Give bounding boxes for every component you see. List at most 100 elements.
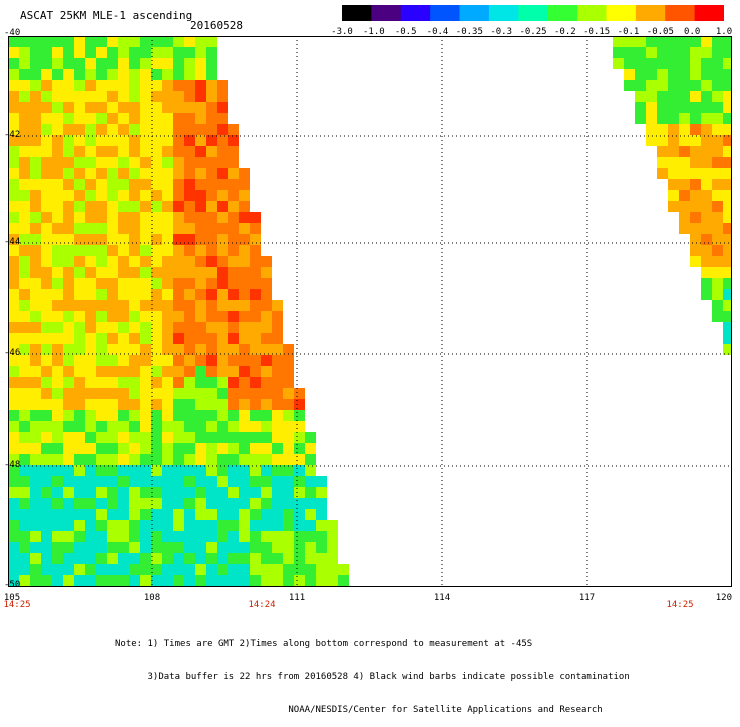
data-cell — [107, 498, 118, 509]
data-cell — [41, 454, 52, 465]
data-cell — [151, 124, 162, 135]
data-cell — [19, 300, 30, 311]
data-cell — [85, 201, 96, 212]
data-cell — [96, 124, 107, 135]
data-cell — [723, 256, 732, 267]
data-cell — [8, 476, 19, 487]
data-cell — [52, 377, 63, 388]
data-cell — [294, 487, 305, 498]
data-cell — [206, 531, 217, 542]
data-cell — [250, 300, 261, 311]
data-cell — [206, 124, 217, 135]
data-cell — [129, 36, 140, 47]
data-cell — [327, 564, 338, 575]
data-cell — [8, 333, 19, 344]
data-cell — [206, 267, 217, 278]
data-cell — [261, 333, 272, 344]
data-cell — [63, 223, 74, 234]
data-cell — [723, 289, 732, 300]
data-cell — [217, 366, 228, 377]
data-cell — [30, 487, 41, 498]
data-cell — [96, 366, 107, 377]
data-cell — [8, 267, 19, 278]
data-cell — [206, 454, 217, 465]
data-cell — [228, 443, 239, 454]
data-cell — [690, 102, 701, 113]
data-cell — [173, 377, 184, 388]
data-cell — [19, 102, 30, 113]
data-cell — [272, 520, 283, 531]
data-cell — [668, 69, 679, 80]
data-cell — [228, 575, 239, 586]
data-cell — [140, 465, 151, 476]
data-cell — [129, 157, 140, 168]
data-cell — [118, 498, 129, 509]
data-cell — [184, 355, 195, 366]
data-cell — [30, 124, 41, 135]
data-cell — [107, 179, 118, 190]
data-cell — [712, 212, 723, 223]
data-cell — [239, 476, 250, 487]
data-cell — [19, 487, 30, 498]
data-cell — [96, 135, 107, 146]
data-cell — [195, 575, 206, 586]
data-cell — [712, 245, 723, 256]
data-cell — [107, 190, 118, 201]
data-cell — [8, 553, 19, 564]
data-cell — [151, 168, 162, 179]
data-cell — [52, 399, 63, 410]
data-cell — [74, 388, 85, 399]
data-cell — [184, 509, 195, 520]
data-cell — [305, 465, 316, 476]
data-cell — [316, 509, 327, 520]
data-cell — [140, 58, 151, 69]
data-cell — [217, 553, 228, 564]
data-cell — [118, 80, 129, 91]
data-cell — [19, 531, 30, 542]
data-cell — [646, 91, 657, 102]
data-cell — [173, 212, 184, 223]
data-cell — [217, 212, 228, 223]
data-cell — [305, 487, 316, 498]
data-cell — [217, 487, 228, 498]
data-cell — [195, 465, 206, 476]
data-cell — [52, 476, 63, 487]
data-cell — [272, 432, 283, 443]
data-cell — [195, 553, 206, 564]
data-cell — [107, 564, 118, 575]
data-cell — [206, 135, 217, 146]
colorbar-tick-label: -0.15 — [583, 27, 611, 37]
data-cell — [129, 333, 140, 344]
data-cell — [162, 333, 173, 344]
data-cell — [712, 289, 723, 300]
data-cell — [140, 113, 151, 124]
data-cell — [668, 36, 679, 47]
data-cell — [206, 421, 217, 432]
data-cell — [63, 102, 74, 113]
data-cell — [217, 542, 228, 553]
data-cell — [118, 36, 129, 47]
data-cell — [272, 377, 283, 388]
data-cell — [107, 113, 118, 124]
data-cell — [327, 542, 338, 553]
data-cell — [250, 575, 261, 586]
data-cell — [19, 168, 30, 179]
data-cell — [52, 80, 63, 91]
data-cell — [30, 267, 41, 278]
data-cell — [195, 443, 206, 454]
data-cell — [118, 542, 129, 553]
data-cell — [239, 190, 250, 201]
data-cell — [162, 102, 173, 113]
data-cell — [107, 47, 118, 58]
data-cell — [217, 454, 228, 465]
data-cell — [63, 58, 74, 69]
data-cell — [52, 245, 63, 256]
data-cell — [107, 58, 118, 69]
data-cell — [96, 278, 107, 289]
data-cell — [30, 432, 41, 443]
colorbar-tick-label: -3.0 — [331, 27, 353, 37]
data-cell — [96, 542, 107, 553]
data-cell — [129, 234, 140, 245]
data-cell — [239, 432, 250, 443]
data-cell — [107, 355, 118, 366]
